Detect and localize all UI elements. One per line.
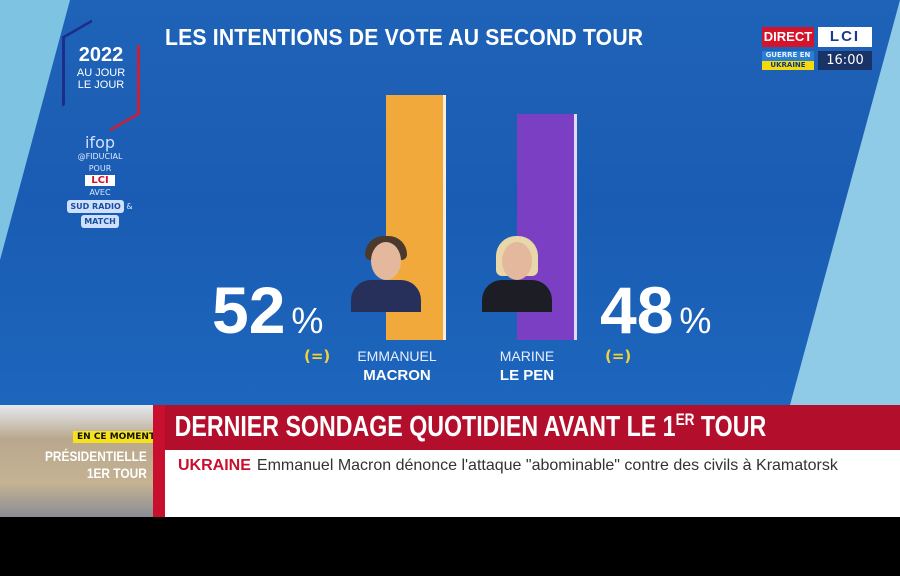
news-ticker: UKRAINE Emmanuel Macron dénonce l'attaque…	[178, 455, 878, 476]
fiducial-logo: @FIDUCIAL	[77, 152, 123, 161]
lci-logo: LCI	[818, 27, 872, 47]
broadcast-graphic: LES INTENTIONS DE VOTE AU SECOND TOUR 20…	[0, 0, 900, 405]
ticker-text: Emmanuel Macron dénonce l'attaque "abomi…	[256, 457, 838, 474]
lower-third: EN CE MOMENT PRÉSIDENTIELLE 1ER TOUR DERN…	[0, 405, 900, 517]
aujourlejour-logo: 2022 AU JOUR LE JOUR	[62, 19, 140, 132]
headline-banner: DERNIER SONDAGE QUOTIDIEN AVANT LE 1ER T…	[165, 405, 900, 450]
program-thumbnail: EN CE MOMENT PRÉSIDENTIELLE 1ER TOUR	[0, 405, 153, 517]
avec-label: AVEC	[89, 188, 111, 197]
le-pen-photo	[478, 232, 556, 312]
logo-year: 2022	[78, 44, 124, 66]
logo-line1: AU JOUR	[76, 67, 126, 79]
macron-photo	[347, 232, 425, 312]
ifop-logo: ifop	[84, 133, 116, 152]
red-accent-strip	[153, 405, 165, 517]
le-pen-change: (=)	[605, 347, 632, 365]
clock: 16:00	[818, 51, 872, 70]
macron-change: (=)	[304, 347, 331, 365]
ukraine-war-tag: GUERRE EN UKRAINE	[762, 51, 814, 70]
paris-match-logo: MATCH	[81, 215, 119, 228]
le-pen-name: MARINE LE PEN	[499, 348, 555, 384]
program-title: PRÉSIDENTIELLE 1ER TOUR	[45, 448, 147, 481]
macron-name: EMMANUEL MACRON	[357, 348, 437, 384]
lci-small-logo: LCI	[85, 175, 115, 186]
chart-title: LES INTENTIONS DE VOTE AU SECOND TOUR	[165, 24, 644, 50]
sud-radio-logo: SUD RADIO	[67, 200, 124, 213]
direct-label: DIRECT	[762, 27, 814, 47]
le-pen-percentage: 48%	[600, 273, 712, 347]
sponsor-logos: ifop @FIDUCIAL POUR LCI AVEC SUD RADIO &…	[60, 133, 140, 229]
macron-percentage: 52%	[212, 273, 324, 347]
ticker-tag: UKRAINE	[178, 457, 251, 474]
pour-label: POUR	[88, 164, 112, 173]
logo-line2: LE JOUR	[77, 79, 125, 91]
en-ce-moment-badge: EN CE MOMENT	[73, 431, 153, 443]
